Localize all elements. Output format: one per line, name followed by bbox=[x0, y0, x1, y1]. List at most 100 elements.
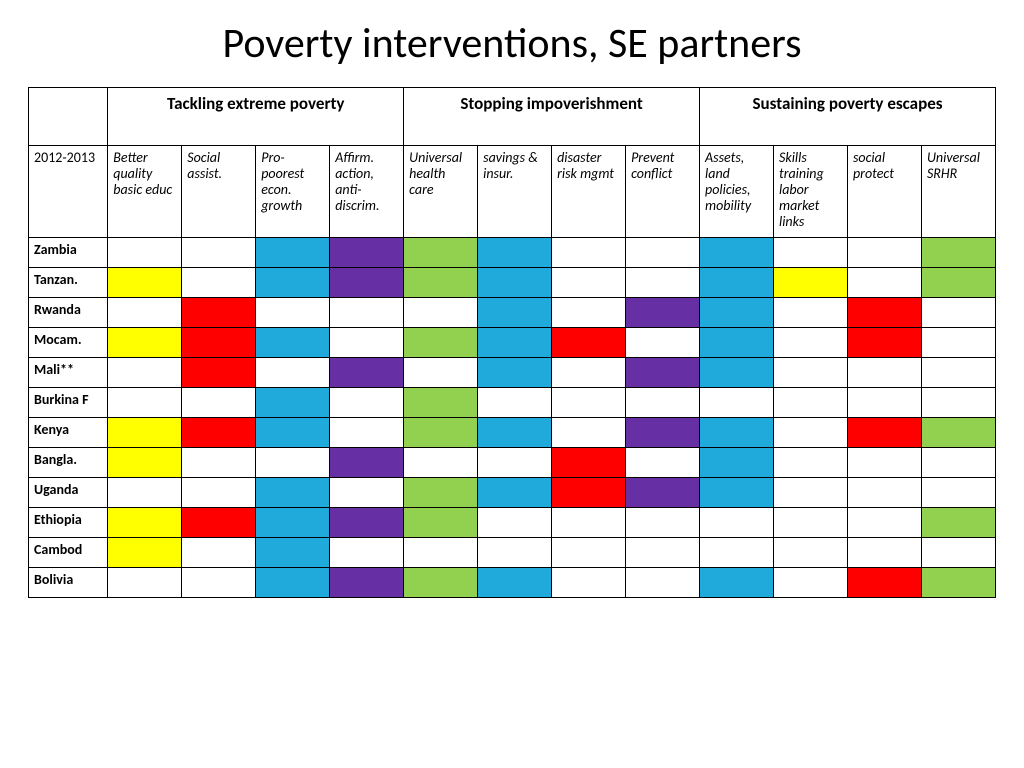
matrix-cell bbox=[404, 448, 478, 478]
matrix-cell bbox=[182, 508, 256, 538]
matrix-cell bbox=[847, 418, 921, 448]
matrix-cell bbox=[478, 418, 552, 448]
matrix-cell bbox=[404, 508, 478, 538]
matrix-cell bbox=[700, 388, 774, 418]
row-label: Rwanda bbox=[29, 298, 108, 328]
matrix-cell bbox=[330, 358, 404, 388]
matrix-cell bbox=[404, 418, 478, 448]
matrix-cell bbox=[847, 298, 921, 328]
matrix-cell bbox=[552, 268, 626, 298]
matrix-cell bbox=[182, 298, 256, 328]
matrix-cell bbox=[847, 388, 921, 418]
matrix-cell bbox=[256, 388, 330, 418]
column-subhead: social protect bbox=[847, 146, 921, 238]
matrix-cell bbox=[404, 298, 478, 328]
matrix-cell bbox=[847, 538, 921, 568]
matrix-cell bbox=[921, 568, 995, 598]
matrix-cell bbox=[774, 298, 848, 328]
matrix-cell bbox=[182, 328, 256, 358]
matrix-cell bbox=[404, 568, 478, 598]
row-label: Tanzan. bbox=[29, 268, 108, 298]
row-label: Bangla. bbox=[29, 448, 108, 478]
matrix-cell bbox=[552, 568, 626, 598]
matrix-cell bbox=[552, 298, 626, 328]
matrix-cell bbox=[921, 418, 995, 448]
matrix-cell bbox=[108, 478, 182, 508]
matrix-cell bbox=[182, 238, 256, 268]
matrix-cell bbox=[921, 478, 995, 508]
column-subhead: Pro-poorest econ. growth bbox=[256, 146, 330, 238]
matrix-cell bbox=[921, 328, 995, 358]
matrix-cell bbox=[478, 508, 552, 538]
row-label: Cambod bbox=[29, 538, 108, 568]
matrix-cell bbox=[552, 508, 626, 538]
matrix-cell bbox=[478, 538, 552, 568]
matrix-cell bbox=[700, 418, 774, 448]
matrix-cell bbox=[921, 538, 995, 568]
matrix-cell bbox=[921, 238, 995, 268]
matrix-cell bbox=[626, 478, 700, 508]
matrix-cell bbox=[626, 508, 700, 538]
group-header: Stopping impoverishment bbox=[404, 88, 700, 146]
slide: Poverty interventions, SE partners Tackl… bbox=[0, 0, 1024, 768]
matrix-cell bbox=[626, 568, 700, 598]
matrix-cell bbox=[700, 508, 774, 538]
column-subhead: Social assist. bbox=[182, 146, 256, 238]
matrix-cell bbox=[921, 268, 995, 298]
matrix-cell bbox=[552, 328, 626, 358]
matrix-cell bbox=[404, 388, 478, 418]
matrix-cell bbox=[256, 328, 330, 358]
column-subhead: Skills training labor market links bbox=[774, 146, 848, 238]
matrix-cell bbox=[626, 238, 700, 268]
intervention-matrix-table: Tackling extreme povertyStopping impover… bbox=[28, 87, 996, 598]
matrix-cell bbox=[478, 268, 552, 298]
matrix-cell bbox=[626, 358, 700, 388]
matrix-cell bbox=[330, 328, 404, 358]
matrix-cell bbox=[552, 418, 626, 448]
column-subhead: disaster risk mgmt bbox=[552, 146, 626, 238]
matrix-cell bbox=[774, 328, 848, 358]
row-label: Burkina F bbox=[29, 388, 108, 418]
matrix-cell bbox=[108, 388, 182, 418]
matrix-cell bbox=[256, 568, 330, 598]
matrix-cell bbox=[774, 448, 848, 478]
matrix-cell bbox=[552, 538, 626, 568]
matrix-cell bbox=[478, 478, 552, 508]
matrix-cell bbox=[921, 298, 995, 328]
matrix-cell bbox=[108, 418, 182, 448]
matrix-cell bbox=[847, 268, 921, 298]
matrix-cell bbox=[478, 568, 552, 598]
matrix-cell bbox=[108, 358, 182, 388]
matrix-cell bbox=[847, 508, 921, 538]
matrix-cell bbox=[700, 448, 774, 478]
matrix-cell bbox=[700, 538, 774, 568]
matrix-cell bbox=[921, 448, 995, 478]
matrix-cell bbox=[774, 388, 848, 418]
matrix-cell bbox=[404, 238, 478, 268]
column-subhead: Affirm. action, anti-discrim. bbox=[330, 146, 404, 238]
matrix-cell bbox=[847, 358, 921, 388]
matrix-cell bbox=[774, 568, 848, 598]
matrix-cell bbox=[774, 268, 848, 298]
matrix-cell bbox=[626, 388, 700, 418]
matrix-cell bbox=[330, 568, 404, 598]
row-label: Zambia bbox=[29, 238, 108, 268]
matrix-cell bbox=[847, 238, 921, 268]
matrix-cell bbox=[552, 478, 626, 508]
column-subhead: Universal health care bbox=[404, 146, 478, 238]
matrix-cell bbox=[626, 268, 700, 298]
matrix-cell bbox=[552, 238, 626, 268]
column-subhead: Prevent conflict bbox=[626, 146, 700, 238]
matrix-cell bbox=[404, 268, 478, 298]
matrix-cell bbox=[774, 478, 848, 508]
matrix-cell bbox=[256, 268, 330, 298]
matrix-cell bbox=[182, 388, 256, 418]
matrix-cell bbox=[478, 388, 552, 418]
matrix-cell bbox=[108, 508, 182, 538]
matrix-cell bbox=[182, 538, 256, 568]
matrix-cell bbox=[182, 448, 256, 478]
matrix-cell bbox=[847, 478, 921, 508]
matrix-cell bbox=[256, 298, 330, 328]
row-label: Ethiopia bbox=[29, 508, 108, 538]
matrix-cell bbox=[847, 568, 921, 598]
